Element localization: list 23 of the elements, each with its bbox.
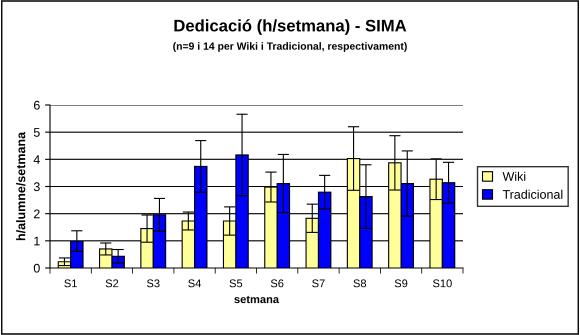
x-tick-label: S9 <box>394 279 408 288</box>
y-tick-label: 5 <box>34 128 40 137</box>
x-tick-label: S6 <box>270 279 284 288</box>
y-tick-label: 2 <box>34 209 40 218</box>
legend-label: Wiki <box>502 172 526 181</box>
x-tick-label: S8 <box>353 279 366 288</box>
x-tick-label: S2 <box>106 279 118 288</box>
x-axis-title: setmana <box>234 296 280 304</box>
x-tick-label: S3 <box>146 279 160 288</box>
y-tick-label: 3 <box>34 182 40 192</box>
chart-title: Dedicació (h/setmana) - SIMA <box>174 19 406 35</box>
x-tick-label: S1 <box>64 279 77 288</box>
x-tick-label: S5 <box>230 279 242 288</box>
x-tick-label: S4 <box>188 279 202 288</box>
y-tick-label: 6 <box>34 100 40 110</box>
x-tick-label: S10 <box>432 279 452 288</box>
y-axis-title: h/alumne/setmana <box>16 132 26 240</box>
legend-label: Tradicional <box>502 190 562 199</box>
y-tick-label: 0 <box>34 264 40 273</box>
chart-subtitle: (n=9 i 14 per Wiki i Tradicional, respectivament) <box>173 42 407 52</box>
y-tick-label: 1 <box>34 236 40 246</box>
x-tick-label: S7 <box>312 279 325 288</box>
y-tick-label: 4 <box>34 155 40 164</box>
